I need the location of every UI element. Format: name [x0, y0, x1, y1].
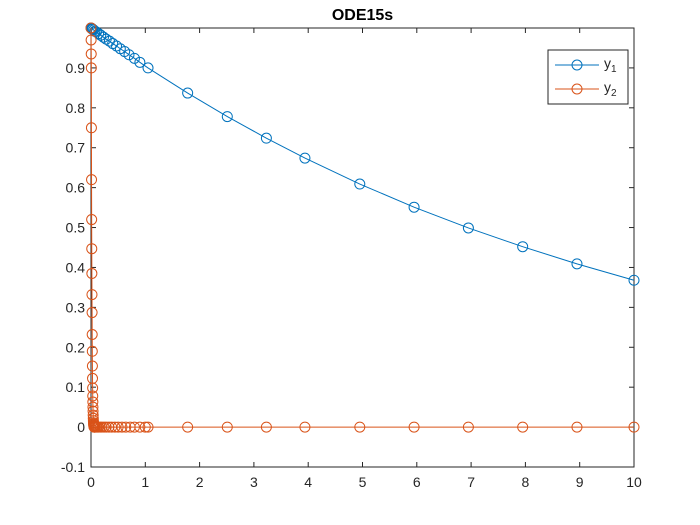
legend-label-base: y: [604, 79, 611, 95]
data-point-y1: [87, 23, 99, 35]
data-point-y1: [123, 49, 135, 61]
data-point-y2: [86, 329, 98, 340]
data-point-y2: [571, 421, 583, 433]
y-tick-label: 0.3: [66, 299, 86, 315]
legend-marker: [571, 59, 583, 71]
series-line-y2: [90, 27, 634, 428]
data-point-y2: [628, 421, 640, 433]
data-point-y2: [134, 421, 146, 433]
x-tick-label: 10: [626, 474, 642, 490]
data-point-y1: [462, 222, 474, 234]
data-point-y1: [182, 87, 194, 99]
data-point-y1: [628, 274, 640, 286]
y-tick-label: 0.1: [66, 379, 86, 395]
data-point-y2: [182, 421, 194, 433]
data-point-y2: [103, 421, 115, 433]
x-tick-label: 8: [522, 474, 530, 490]
x-tick-label: 5: [359, 474, 367, 490]
data-point-y2: [85, 48, 97, 60]
y-tick-label: 0.5: [66, 220, 86, 236]
y-tick-label: 0.9: [66, 60, 86, 76]
data-point-y2: [260, 421, 272, 433]
data-point-y2: [87, 390, 99, 402]
data-point-y2: [354, 421, 366, 433]
data-point-y1: [299, 152, 311, 164]
data-point-y2: [86, 267, 98, 279]
data-point-y2: [87, 401, 99, 413]
data-point-y1: [97, 31, 109, 43]
data-point-y2: [86, 360, 98, 372]
y-tick-label: -0.1: [61, 459, 85, 475]
legend-item-y2[interactable]: y2: [555, 79, 617, 99]
data-point-y2: [86, 174, 98, 186]
data-point-y2: [109, 421, 121, 433]
data-point-y1: [571, 258, 583, 270]
y-tick-label: 0.6: [66, 180, 86, 196]
data-point-y1: [221, 111, 233, 123]
y-tick-label: 0.8: [66, 100, 86, 116]
legend-label-subscript: 2: [611, 88, 617, 99]
x-tick-label: 4: [304, 474, 312, 490]
data-point-y2: [139, 421, 151, 433]
legend-marker: [571, 83, 583, 95]
data-point-y2: [112, 421, 124, 433]
data-point-y1: [517, 241, 529, 253]
plot-area: [90, 27, 635, 468]
data-point-y2: [86, 243, 98, 255]
legend-label-base: y: [604, 55, 611, 71]
x-tick-label: 0: [87, 474, 95, 490]
x-tick-label: 6: [413, 474, 421, 490]
legend-label-subscript: 1: [611, 64, 617, 75]
x-tick-label: 2: [196, 474, 204, 490]
data-point-y2: [85, 122, 97, 134]
data-point-y1: [111, 40, 123, 52]
data-point-y2: [408, 421, 420, 433]
series-y2: [85, 22, 640, 433]
x-tick-label: 9: [576, 474, 584, 490]
data-point-y2: [116, 421, 128, 433]
y-tick-label: 0: [77, 419, 85, 435]
data-point-y1: [260, 132, 272, 144]
y-tick-label: 0.7: [66, 140, 86, 156]
data-point-y2: [100, 421, 112, 433]
x-tick-label: 3: [250, 474, 258, 490]
data-point-y2: [86, 307, 98, 319]
data-point-y1: [134, 56, 146, 68]
data-point-y2: [120, 421, 132, 433]
x-tick-label: 1: [141, 474, 149, 490]
chart-title: ODE15s: [332, 7, 393, 24]
legend-label: y1: [604, 55, 617, 75]
data-point-y2: [462, 421, 474, 433]
data-point-y2: [142, 421, 154, 433]
y-tick-label: 0.4: [66, 259, 86, 275]
series-layer: [85, 22, 640, 433]
data-point-y1: [354, 178, 366, 190]
data-point-y2: [85, 22, 97, 34]
data-point-y2: [87, 382, 99, 394]
data-point-y2: [221, 421, 233, 433]
legend-item-y1[interactable]: y1: [555, 55, 617, 75]
legend-box: [547, 49, 629, 105]
data-point-y2: [517, 421, 529, 433]
x-tick-label: 7: [467, 474, 475, 490]
y-tick-label: 0.2: [66, 339, 86, 355]
data-point-y2: [87, 396, 99, 408]
data-point-y2: [86, 345, 98, 357]
data-point-y1: [128, 52, 140, 64]
legend-label: y2: [604, 79, 617, 99]
data-point-y2: [86, 289, 98, 301]
data-point-y2: [128, 421, 140, 433]
data-point-y1: [95, 29, 107, 41]
data-point-y2: [299, 421, 311, 433]
data-point-y1: [142, 62, 154, 74]
data-point-y2: [86, 214, 98, 226]
data-point-y1: [408, 201, 420, 213]
axes: 0 1 2 3 4 5 6 7 8 9 10-0.100.10.20.30.40.50.60.70.…: [61, 27, 642, 490]
data-point-y2: [85, 34, 97, 46]
data-point-y2: [85, 62, 97, 74]
